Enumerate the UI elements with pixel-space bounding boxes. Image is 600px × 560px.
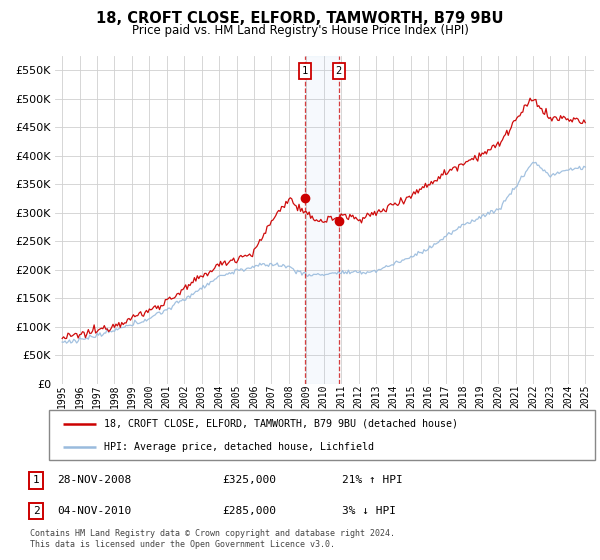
Text: 3% ↓ HPI: 3% ↓ HPI [342,506,396,516]
Text: 28-NOV-2008: 28-NOV-2008 [57,475,131,485]
Text: Price paid vs. HM Land Registry's House Price Index (HPI): Price paid vs. HM Land Registry's House … [131,24,469,36]
Text: 2: 2 [335,67,341,76]
Text: 2: 2 [32,506,40,516]
Text: HPI: Average price, detached house, Lichfield: HPI: Average price, detached house, Lich… [104,442,374,452]
Text: £285,000: £285,000 [222,506,276,516]
Text: £325,000: £325,000 [222,475,276,485]
Text: 1: 1 [32,475,40,485]
FancyBboxPatch shape [49,410,595,460]
Text: Contains HM Land Registry data © Crown copyright and database right 2024.
This d: Contains HM Land Registry data © Crown c… [30,529,395,549]
Bar [305,56,338,384]
Text: 21% ↑ HPI: 21% ↑ HPI [342,475,403,485]
Text: 1: 1 [301,67,308,76]
Text: 18, CROFT CLOSE, ELFORD, TAMWORTH, B79 9BU: 18, CROFT CLOSE, ELFORD, TAMWORTH, B79 9… [96,11,504,26]
Text: 04-NOV-2010: 04-NOV-2010 [57,506,131,516]
Text: 18, CROFT CLOSE, ELFORD, TAMWORTH, B79 9BU (detached house): 18, CROFT CLOSE, ELFORD, TAMWORTH, B79 9… [104,418,458,428]
